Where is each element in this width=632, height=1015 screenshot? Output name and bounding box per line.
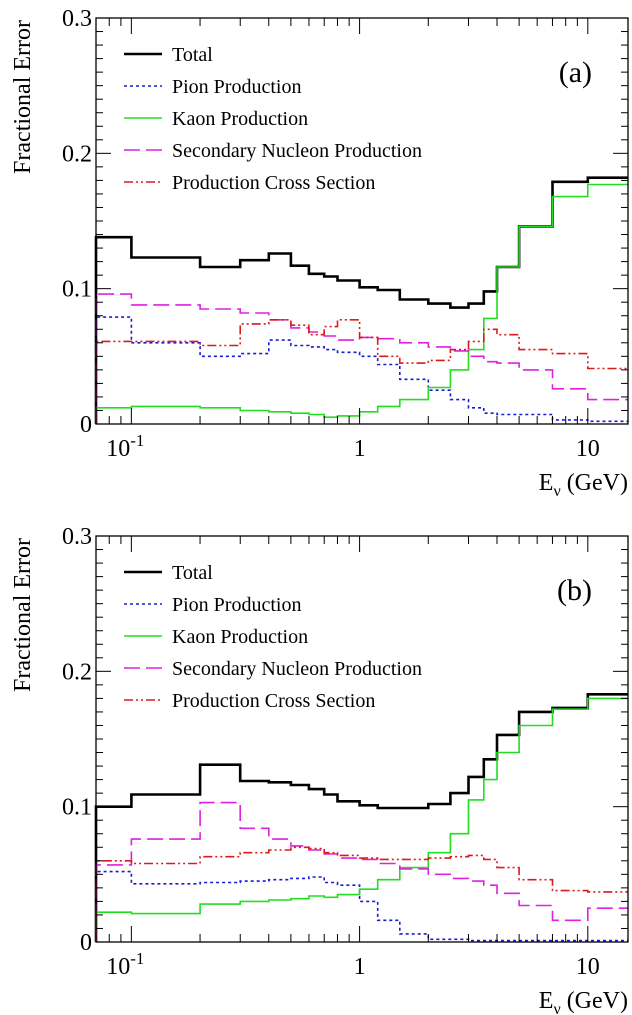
y-axis-title: Fractional Error	[10, 538, 36, 692]
y-tick-label: 0.2	[62, 141, 92, 167]
y-tick-label: 0.3	[62, 6, 92, 32]
chart-panel-b: 0 0.1 0.2 0.3 10-1 1 10 Eν (GeV) Fractional Erro…	[10, 524, 629, 1015]
legend-label: Kaon Production	[172, 108, 308, 130]
legend-label: Kaon Production	[172, 626, 308, 648]
series-line-total	[94, 176, 628, 424]
y-tick-label: 0	[80, 930, 92, 956]
y-tick-label: 0.1	[62, 795, 92, 821]
x-tick-label: 10	[576, 954, 600, 980]
series-line-kaon-production	[95, 697, 628, 942]
y-tick-label: 0.2	[62, 659, 92, 685]
series-line-kaon-production	[95, 183, 628, 424]
legend-label: Secondary Nucleon Production	[172, 140, 422, 162]
series-line-pion-production	[95, 870, 628, 942]
chart-panel-a: 0 0.1 0.2 0.3 10-1 1 10 Eν (GeV) Fractional Erro…	[10, 6, 629, 500]
x-tick-label: 1	[354, 954, 366, 980]
y-axis-title: Fractional Error	[10, 20, 36, 174]
legend-label: Production Cross Section	[172, 690, 375, 712]
series-line-secondary-nucleon-production	[95, 293, 628, 424]
x-tick-label: 10-1	[106, 431, 144, 462]
legend-label: Total	[172, 44, 213, 66]
legend-label: Total	[172, 562, 213, 584]
x-tick-label: 1	[354, 436, 366, 462]
legend: Total Pion Production Kaon Production Secon…	[124, 562, 422, 712]
panel-label: (a)	[559, 56, 592, 89]
series-line-secondary-nucleon-production	[95, 801, 628, 942]
x-axis-title: Eν (GeV)	[539, 470, 628, 500]
series-line-total	[94, 693, 628, 942]
y-tick-label: 0.1	[62, 277, 92, 303]
legend-label: Pion Production	[172, 76, 301, 98]
legend: Total Pion Production Kaon Production Secon…	[124, 44, 422, 194]
panel-label: (b)	[557, 574, 592, 607]
x-tick-label: 10-1	[106, 949, 144, 980]
x-tick-label: 10	[576, 436, 600, 462]
y-tick-label: 0.3	[62, 524, 92, 550]
y-tick-label: 0	[80, 412, 92, 438]
legend-label: Pion Production	[172, 594, 301, 616]
x-axis-title: Eν (GeV)	[539, 988, 628, 1015]
legend-label: Secondary Nucleon Production	[172, 658, 422, 680]
series-line-pion-production	[95, 316, 628, 424]
series-line-production-cross-section	[95, 319, 628, 424]
series-line-production-cross-section	[95, 846, 628, 942]
legend-label: Production Cross Section	[172, 172, 375, 194]
